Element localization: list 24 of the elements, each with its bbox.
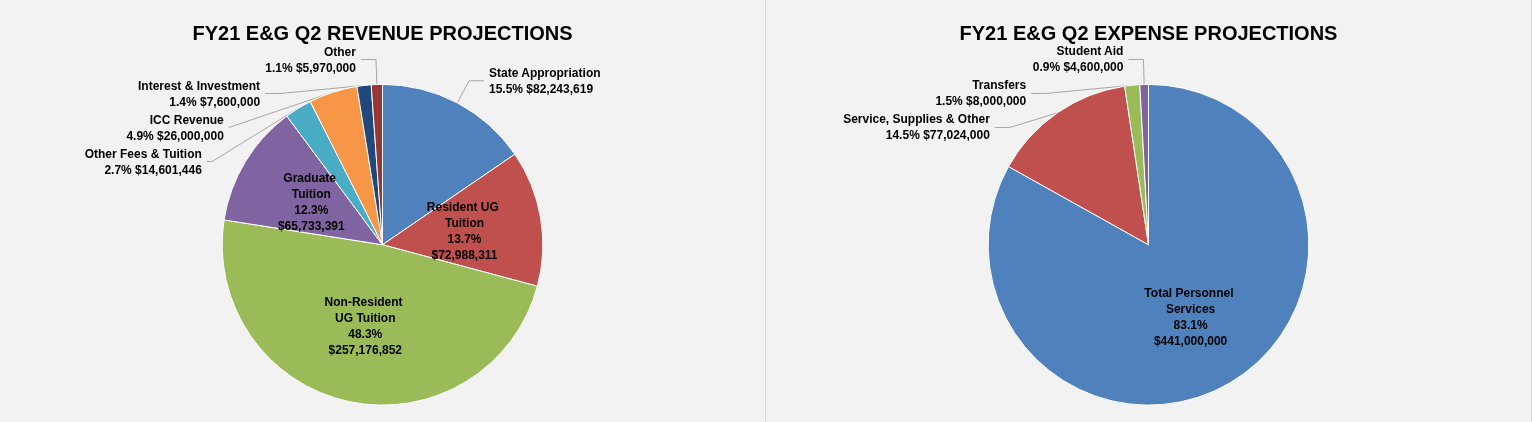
- data-label: 14.5% $77,024,000: [885, 128, 991, 143]
- data-label: 0.9% $4,600,000: [1032, 60, 1124, 75]
- slice-label: Interest & Investment: [138, 78, 261, 93]
- slice-label: Other: [323, 44, 357, 59]
- slice-label: Service, Supplies & Other: [843, 112, 991, 127]
- data-label: 1.1% $5,970,000: [265, 60, 357, 75]
- data-label: 4.9% $26,000,000: [126, 128, 225, 143]
- slice-label: ICC Revenue: [149, 112, 225, 127]
- data-label: 12.3% $65,733,391: [277, 202, 345, 233]
- slice-label: Other Fees & Tuition: [84, 146, 202, 161]
- data-label: 48.3% $257,176,852: [328, 327, 403, 358]
- slice-label: Total Personnel Services: [1144, 285, 1237, 316]
- slice-label: Student Aid: [1056, 44, 1124, 59]
- data-label: 83.1% $441,000,000: [1153, 317, 1228, 348]
- slice-label: State Appropriation: [488, 65, 601, 80]
- data-label: 1.4% $7,600,000: [169, 94, 261, 109]
- data-label: 15.5% $82,243,619: [488, 81, 594, 96]
- data-label: 13.7% $72,988,311: [431, 231, 498, 262]
- slice-label: Transfers: [972, 78, 1027, 93]
- data-label: 2.7% $14,601,446: [104, 162, 203, 177]
- chart-title: FY21 E&G Q2 EXPENSE PROJECTIONS: [959, 22, 1338, 44]
- data-label: 1.5% $8,000,000: [935, 94, 1027, 109]
- chart-title: FY21 E&G Q2 REVENUE PROJECTIONS: [192, 22, 573, 44]
- slice-label: Non-Resident UG Tuition: [324, 295, 406, 326]
